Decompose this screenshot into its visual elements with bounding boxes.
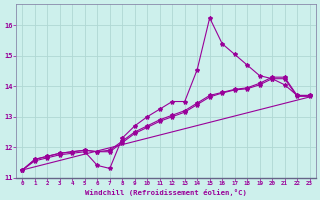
X-axis label: Windchill (Refroidissement éolien,°C): Windchill (Refroidissement éolien,°C) — [85, 189, 247, 196]
